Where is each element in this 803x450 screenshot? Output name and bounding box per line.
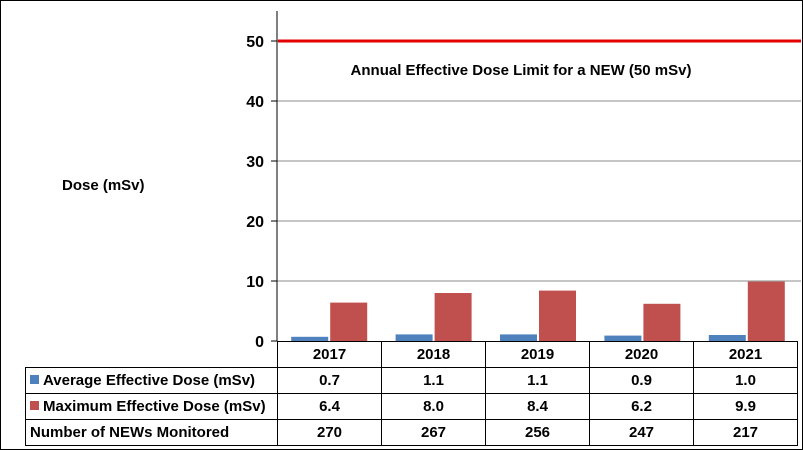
- bar-average: [500, 334, 537, 341]
- data-label: 8.4: [485, 393, 590, 420]
- legend-swatch-average: [30, 375, 39, 384]
- data-label: 256: [485, 419, 590, 446]
- data-label: 270: [277, 419, 382, 446]
- data-label: 247: [589, 419, 694, 446]
- data-label: 9.9: [693, 393, 798, 420]
- legend-swatch-maximum: [30, 401, 39, 410]
- y-tick-label: 50: [246, 34, 264, 51]
- bar-average: [708, 335, 746, 341]
- y-tick-label: 20: [246, 214, 264, 231]
- x-tick-label: 2021: [693, 341, 798, 368]
- legend-entry-average: Average Effective Dose (mSv): [25, 367, 278, 394]
- x-tick-label: 2020: [589, 341, 694, 368]
- bar-maximum: [330, 302, 368, 341]
- data-label: 1.0: [693, 367, 798, 394]
- bar-maximum: [539, 290, 576, 341]
- x-tick-label: 2019: [485, 341, 590, 368]
- y-axis-label: Dose (mSv): [62, 177, 145, 194]
- data-label: 217: [693, 419, 798, 446]
- bar-average: [395, 334, 433, 341]
- legend-label: Average Effective Dose (mSv): [43, 372, 256, 389]
- data-label: 8.0: [381, 393, 486, 420]
- data-label: 267: [381, 419, 486, 446]
- bar-average: [291, 336, 329, 341]
- y-tick-label: 10: [246, 274, 264, 291]
- bar-maximum: [434, 293, 472, 341]
- y-axis-ticks: 0 10 20 30 40 50: [246, 34, 277, 351]
- y-tick-label: 30: [246, 154, 264, 171]
- data-label: 1.1: [485, 367, 590, 394]
- dose-limit-annotation: Annual Effective Dose Limit for a NEW (5…: [351, 62, 692, 79]
- data-label: 6.2: [589, 393, 694, 420]
- data-label: 0.9: [589, 367, 694, 394]
- bar-average: [604, 335, 642, 341]
- data-label: 0.7: [277, 367, 382, 394]
- table-row-label: Number of NEWs Monitored: [25, 419, 278, 446]
- y-tick-label: 40: [246, 94, 264, 111]
- bar-maximum: [643, 303, 681, 341]
- table-row: Number of NEWs Monitored 270 267 256 247…: [25, 419, 798, 446]
- legend-entry-maximum: Maximum Effective Dose (mSv): [25, 393, 278, 420]
- x-tick-label: 2017: [277, 341, 382, 368]
- data-label: 6.4: [277, 393, 382, 420]
- x-tick-label: 2018: [381, 341, 486, 368]
- table-row: Maximum Effective Dose (mSv) 6.4 8.0 8.4…: [25, 393, 798, 420]
- bars: [291, 281, 785, 341]
- bar-maximum: [747, 281, 785, 341]
- table-header-row: 2017 2018 2019 2020 2021: [26, 341, 798, 368]
- table-corner: [26, 342, 278, 368]
- legend-label: Maximum Effective Dose (mSv): [43, 398, 266, 415]
- data-label: 1.1: [381, 367, 486, 394]
- data-table: 2017 2018 2019 2020 2021 Average Effecti…: [25, 341, 798, 446]
- y-tick-label: 0: [255, 334, 264, 351]
- table-row: Average Effective Dose (mSv) 0.7 1.1 1.1…: [25, 367, 798, 394]
